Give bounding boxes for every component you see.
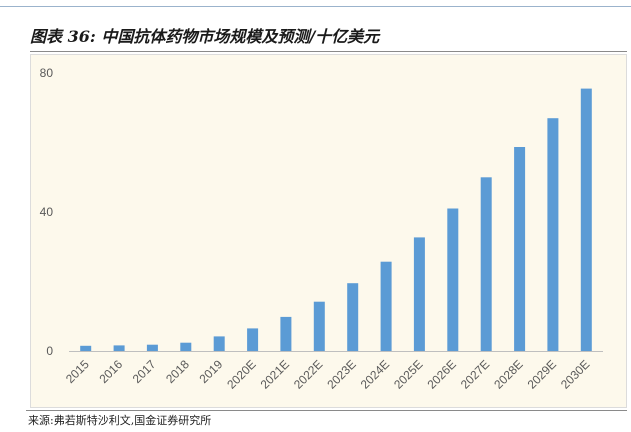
bar-2027E — [480, 177, 492, 352]
bar-2029E — [547, 118, 559, 351]
bar-2028E — [514, 147, 526, 351]
bar-2019 — [213, 336, 225, 351]
bar-2024E — [380, 261, 392, 351]
x-tick-label: 2027E — [458, 357, 492, 391]
x-tick-label: 2028E — [491, 357, 525, 391]
x-tick-label: 2023E — [324, 357, 358, 391]
y-tick-label: 0 — [46, 344, 53, 358]
x-tick-label: 2021E — [258, 357, 292, 391]
x-tick-label: 2026E — [424, 357, 458, 391]
x-tick-label: 2024E — [358, 357, 392, 391]
bar-2030E — [580, 88, 592, 351]
chart-area: 0 40 80 2015 2016 2017 2018 2019 2020E 2021E 2022… — [30, 54, 627, 408]
bars — [80, 88, 592, 352]
bar-2022E — [313, 301, 325, 351]
x-tick-label: 2030E — [558, 357, 592, 391]
x-tick-label: 2022E — [291, 357, 325, 391]
bar-2026E — [447, 208, 459, 351]
x-tick-label: 2016 — [96, 357, 125, 386]
bar-2015 — [80, 345, 92, 351]
x-tick-label: 2020E — [224, 357, 258, 391]
x-axis-labels: 2015 2016 2017 2018 20192020E2021E2022E2023E… — [63, 357, 592, 392]
x-tick-label: 2015 — [63, 357, 92, 386]
bar-2023E — [347, 283, 359, 351]
x-tick-label: 2018 — [163, 357, 192, 386]
bar-2018 — [180, 342, 192, 351]
figure-title: 图表 36: 中国抗体药物市场规模及预测/十亿美元 — [30, 27, 380, 46]
bottom-rule — [26, 410, 627, 411]
x-tick-label: 2025E — [391, 357, 425, 391]
y-tick-label: 80 — [40, 66, 54, 80]
bar-2016 — [113, 345, 125, 351]
title-rule — [30, 51, 627, 52]
x-tick-label: 2019 — [197, 357, 226, 386]
bar-2020E — [247, 328, 259, 351]
bar-2025E — [413, 237, 425, 351]
bar-2017 — [146, 344, 158, 351]
y-axis-labels: 0 40 80 — [40, 66, 54, 358]
source-note: 来源:弗若斯特沙利文,国金证券研究所 — [28, 414, 212, 427]
top-rule — [0, 6, 631, 7]
x-tick-label: 2017 — [130, 357, 159, 386]
bar-2021E — [280, 316, 292, 351]
y-tick-label: 40 — [40, 205, 54, 219]
x-tick-label: 2029E — [525, 357, 559, 391]
bar-chart: 0 40 80 2015 2016 2017 2018 20192020E2021E2022… — [40, 66, 603, 392]
